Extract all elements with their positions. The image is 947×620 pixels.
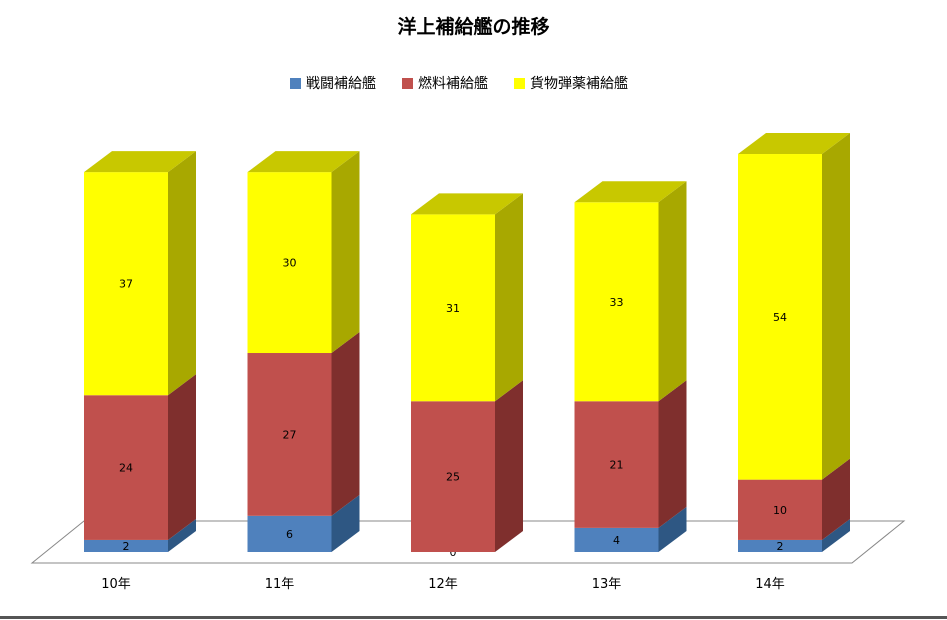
- data-label-4-1: 10: [773, 504, 787, 517]
- legend-item-combat: 戦闘補給艦: [290, 73, 376, 93]
- bar-1-series-0-side: [331, 494, 360, 552]
- legend: 戦闘補給艦 燃料補給艦 貨物弾薬補給艦: [290, 72, 654, 94]
- bar-0-series-0-side: [168, 518, 196, 552]
- x-tick-label-3: 13年: [592, 577, 622, 592]
- bar-4-series-0-front: [738, 539, 822, 552]
- data-label-0-0: 2: [123, 540, 130, 553]
- data-label-4-2: 54: [773, 311, 787, 324]
- legend-item-fuel: 燃料補給艦: [402, 73, 488, 93]
- legend-label-combat: 戦闘補給艦: [306, 76, 376, 92]
- bar-2-series-2-top: [411, 193, 523, 215]
- x-tick-label-1: 11年: [265, 577, 295, 592]
- legend-swatch-combat: [290, 77, 301, 89]
- bar-4-series-1-side: [822, 458, 850, 540]
- data-label-1-0: 6: [286, 528, 293, 541]
- data-label-1-1: 27: [283, 428, 297, 441]
- bar-0-series-2-front: [84, 172, 168, 396]
- bar-3-series-2-side: [658, 181, 687, 402]
- bar-1-series-2-top: [247, 151, 360, 173]
- bar-0-series-0-front: [84, 539, 168, 552]
- data-label-4-0: 2: [777, 540, 784, 553]
- legend-swatch-fuel: [402, 77, 413, 89]
- bar-2-series-2-front: [411, 214, 495, 402]
- data-label-0-2: 37: [119, 278, 133, 291]
- data-label-2-0: 0: [450, 546, 457, 559]
- data-label-0-1: 24: [119, 462, 133, 475]
- bar-4-series-2-front: [738, 154, 822, 480]
- bar-1-series-1-front: [247, 353, 332, 516]
- bar-3-series-1-side: [658, 380, 687, 528]
- bar-3-series-2-front: [574, 202, 659, 402]
- data-label-2-2: 31: [446, 302, 460, 315]
- chart-title: 洋上補給艦の推移: [397, 16, 550, 38]
- legend-label-cargo: 貨物弾薬補給艦: [530, 76, 628, 92]
- bottom-rule: [0, 616, 947, 619]
- legend-swatch-cargo: [514, 77, 525, 89]
- x-tick-label-4: 14年: [755, 577, 785, 592]
- bar-1-series-0-front: [247, 515, 332, 552]
- bar-4-series-0-side: [822, 518, 850, 552]
- bar-0-series-1-side: [168, 374, 196, 540]
- bar-1-series-2-front: [247, 172, 332, 354]
- data-label-3-0: 4: [613, 534, 620, 547]
- bar-4-series-2-side: [822, 133, 850, 480]
- data-label-3-1: 21: [610, 459, 624, 472]
- bar-3-series-1-front: [574, 401, 659, 528]
- bar-0-series-2-side: [168, 151, 196, 396]
- data-label-2-1: 25: [446, 471, 460, 484]
- x-tick-label-2: 12年: [428, 577, 458, 592]
- bar-3-series-0-side: [658, 506, 687, 552]
- bar-3-series-2-top: [574, 181, 687, 203]
- bar-2-series-2-side: [495, 193, 523, 402]
- bar-0-series-2-top: [84, 151, 196, 173]
- bar-2-series-1-front: [411, 401, 495, 552]
- data-label-1-2: 30: [283, 257, 297, 270]
- legend-label-fuel: 燃料補給艦: [418, 76, 488, 92]
- bar-0-series-1-front: [84, 395, 168, 540]
- bar-3-series-0-front: [574, 527, 659, 552]
- legend-item-cargo: 貨物弾薬補給艦: [514, 73, 628, 93]
- bar-1-series-1-side: [331, 332, 360, 516]
- data-label-3-2: 33: [610, 296, 624, 309]
- bar-4-series-1-front: [738, 479, 822, 540]
- bar-2-series-1-side: [495, 380, 523, 552]
- bar-4-series-2-top: [738, 133, 850, 155]
- bar-1-series-2-side: [331, 151, 360, 354]
- x-tick-label-0: 10年: [101, 577, 131, 592]
